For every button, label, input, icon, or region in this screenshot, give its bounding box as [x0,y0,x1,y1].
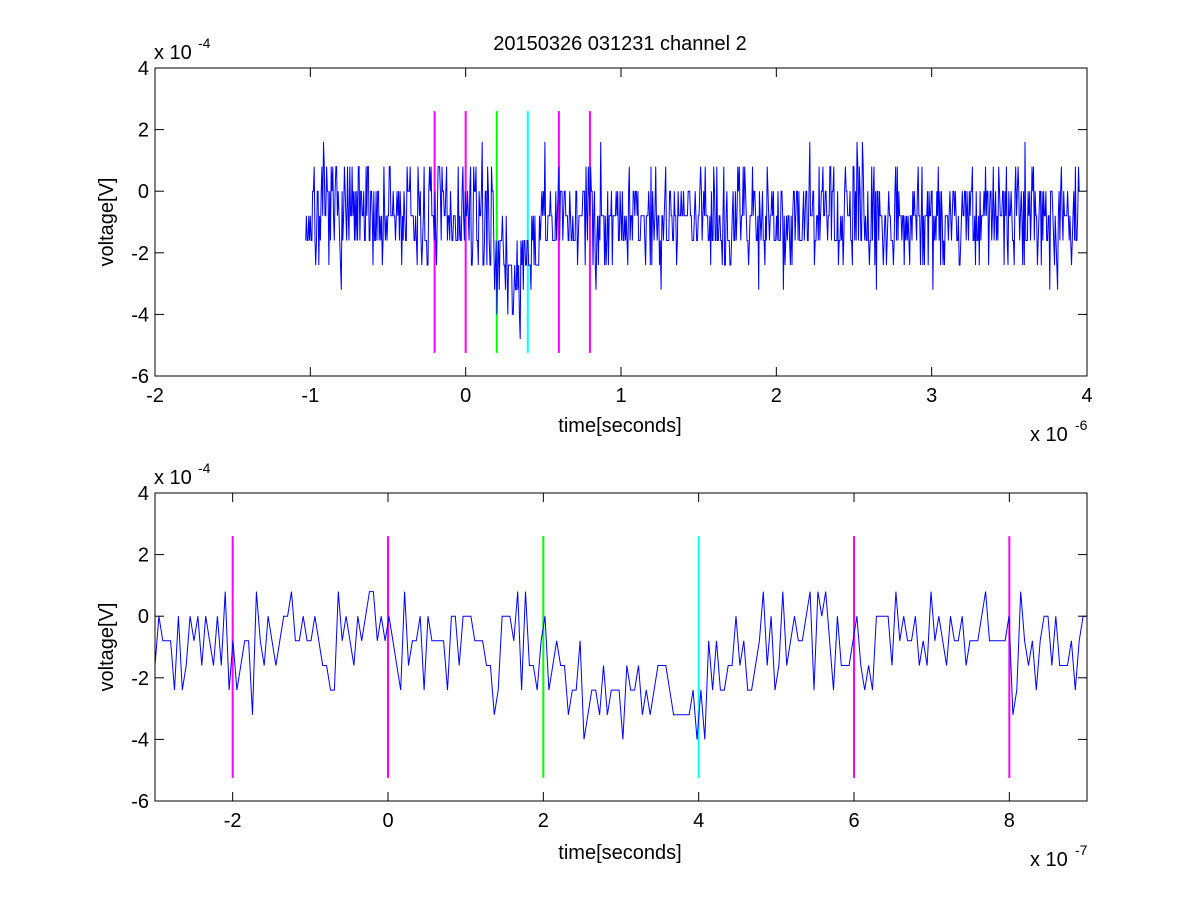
y-tick-label: 0 [138,181,149,203]
top-x-exponent: x 10 -6 [1030,417,1088,446]
top-x-axis-label: time[seconds] [558,415,681,437]
bottom-x-exponent-base: x 10 [1030,849,1068,871]
x-tick-label: 6 [848,810,859,832]
bottom-x-ticks: -2 0 2 4 6 8 [224,493,1015,832]
bottom-signal-line [154,591,1087,740]
x-tick-label: -2 [224,810,242,832]
x-tick-label: -1 [301,385,319,407]
bottom-y-axis-label: voltage[V] [96,603,118,692]
y-tick-label: -2 [131,668,149,690]
bottom-axes-frame [154,492,1088,802]
y-tick-label: 4 [138,483,149,505]
x-tick-label: 2 [538,810,549,832]
y-tick-label: 4 [138,58,149,80]
y-tick-label: -4 [131,729,149,751]
y-tick-label: -6 [131,791,149,813]
x-tick-label: 0 [382,810,393,832]
y-tick-label: -6 [131,366,149,388]
x-tick-label: 1 [615,385,626,407]
x-tick-label: 0 [460,385,471,407]
top-y-ticks: -6 -4 -2 0 2 4 [131,58,1087,388]
x-tick-label: -2 [146,385,164,407]
top-x-exponent-base: x 10 [1030,424,1068,446]
top-signal-line [305,141,1080,340]
bottom-x-exponent: x 10 -7 [1030,842,1088,871]
x-tick-label: 4 [1081,385,1092,407]
subplot-bottom: -2 0 2 4 6 8 -6 -4 -2 0 2 4 time[seconds] voltage[… [96,460,1088,871]
top-x-exponent-power: -6 [1075,417,1088,433]
x-tick-label: 3 [926,385,937,407]
top-y-axis-label: voltage[V] [96,178,118,267]
x-tick-label: 4 [693,810,704,832]
x-tick-label: 2 [771,385,782,407]
top-y-exponent-power: -4 [198,35,211,51]
top-y-exponent-base: x 10 [154,42,192,64]
subplot-top: -2 -1 0 1 2 3 4 -6 -4 -2 0 2 4 time[seconds] voltag… [96,35,1093,446]
top-x-ticks: -2 -1 0 1 2 3 4 [146,68,1093,407]
x-tick-label: 8 [1004,810,1015,832]
bottom-y-exponent: x 10 -4 [154,460,211,489]
bottom-y-exponent-power: -4 [198,460,211,476]
bottom-y-ticks: -6 -4 -2 0 2 4 [131,483,1087,813]
y-tick-label: 0 [138,606,149,628]
y-tick-label: -2 [131,243,149,265]
top-y-exponent: x 10 -4 [154,35,211,64]
bottom-markers [231,536,1011,778]
y-tick-label: 2 [138,120,149,142]
figure-title: 20150326 031231 channel 2 [493,33,747,55]
bottom-y-exponent-base: x 10 [154,467,192,489]
bottom-x-exponent-power: -7 [1075,842,1088,858]
bottom-x-axis-label: time[seconds] [558,842,681,864]
y-tick-label: -4 [131,304,149,326]
y-tick-label: 2 [138,545,149,567]
